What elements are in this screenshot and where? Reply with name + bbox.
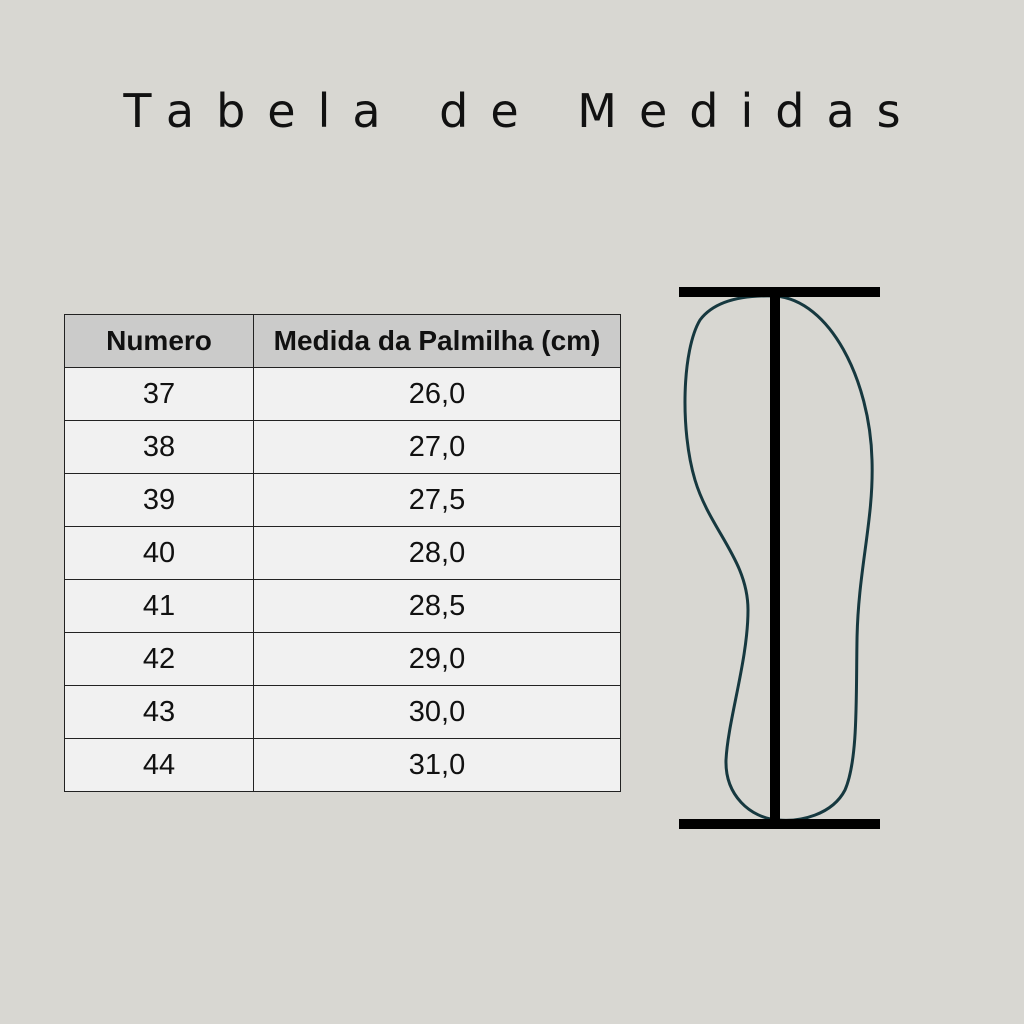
insole-length-cell: 30,0 xyxy=(253,685,621,739)
insole-length-cell: 27,0 xyxy=(253,420,621,474)
size-cell: 39 xyxy=(64,473,254,527)
table-row: 44 31,0 xyxy=(64,738,621,792)
table-row: 42 29,0 xyxy=(64,632,621,686)
insole-length-cell: 31,0 xyxy=(253,738,621,792)
size-cell: 44 xyxy=(64,738,254,792)
table-row: 39 27,5 xyxy=(64,473,621,527)
header-medida: Medida da Palmilha (cm) xyxy=(253,314,621,368)
table-row: 40 28,0 xyxy=(64,526,621,580)
insole-length-cell: 29,0 xyxy=(253,632,621,686)
insole-outline xyxy=(683,294,874,822)
size-cell: 38 xyxy=(64,420,254,474)
table-row: 41 28,5 xyxy=(64,579,621,633)
page-title: Tabela de Medidas xyxy=(123,84,923,138)
size-cell: 37 xyxy=(64,367,254,421)
insole-length-cell: 28,5 xyxy=(253,579,621,633)
size-cell: 43 xyxy=(64,685,254,739)
length-measure-line xyxy=(770,290,780,825)
size-table: Numero Medida da Palmilha (cm) 37 26,0 38 2… xyxy=(64,314,621,792)
size-cell: 41 xyxy=(64,579,254,633)
size-cell: 40 xyxy=(64,526,254,580)
size-cell: 42 xyxy=(64,632,254,686)
header-numero: Numero xyxy=(64,314,254,368)
table-row: 38 27,0 xyxy=(64,420,621,474)
insole-length-cell: 27,5 xyxy=(253,473,621,527)
table-header: Numero Medida da Palmilha (cm) xyxy=(64,314,621,368)
insole-length-cell: 28,0 xyxy=(253,526,621,580)
table-row: 43 30,0 xyxy=(64,685,621,739)
